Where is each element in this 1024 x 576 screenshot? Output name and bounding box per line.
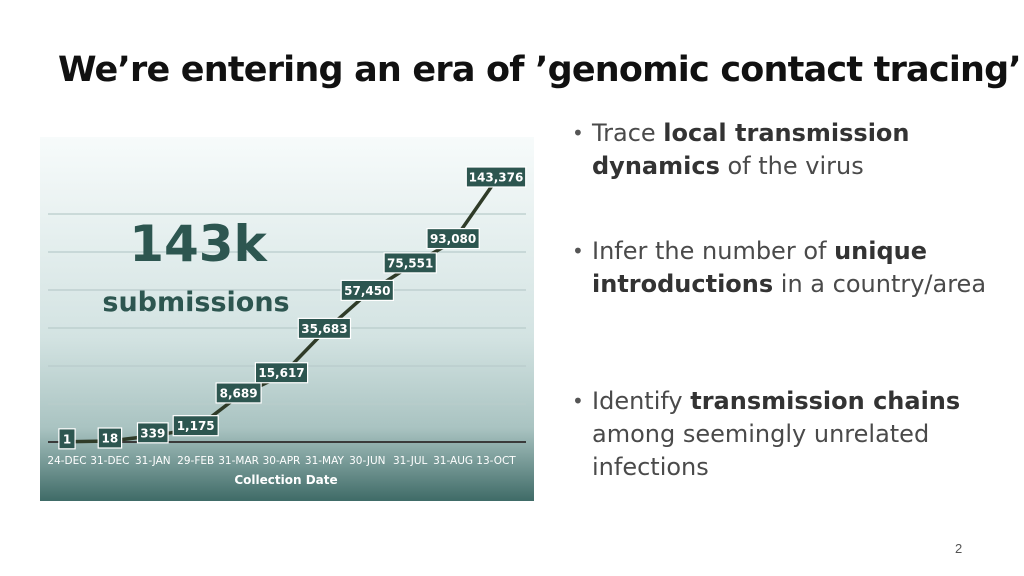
data-label-text: 1,175 [177,419,215,433]
bullet-dot-icon: • [572,121,584,145]
bullet-dot-icon: • [572,389,584,413]
data-label-text: 93,080 [430,232,476,246]
data-label: 35,683 [297,317,352,339]
data-label: 8,689 [215,382,262,404]
x-tick-labels: 24-DEC 31-DEC 31-JAN 29-FEB 31-MAR 30-APR 31-M… [47,455,516,467]
x-tick-label: 30-JUN [349,455,385,467]
x-tick-label: 31-JAN [135,455,171,467]
data-label: 15,617 [254,362,309,384]
x-tick-label: 31-MAY [305,455,345,467]
data-label-text: 339 [140,426,165,440]
x-tick-label: 31-JUL [393,455,428,467]
data-label-text: 18 [102,432,119,446]
x-tick-label: 13-OCT [476,455,516,467]
data-label: 1 [58,428,76,450]
chart-subheadline: submissions [102,287,289,318]
x-tick-label: 29-FEB [177,455,214,467]
data-label-text: 35,683 [301,322,347,336]
data-label-text: 75,551 [387,256,433,270]
bullet-item: • Identify transmission chains among see… [572,387,961,481]
bullet-item: • Trace local transmission dynamics of t… [572,119,910,180]
data-label-text: 57,450 [344,284,390,298]
x-tick-label: 24-DEC [47,455,86,467]
data-label-text: 8,689 [220,386,258,400]
x-tick-label: 31-DEC [90,455,129,467]
data-label: 93,080 [426,227,480,250]
data-label: 18 [97,427,123,449]
page-number: 2 [955,541,963,556]
x-tick-label: 31-MAR [218,455,259,467]
chart-headline: 143k [129,215,268,273]
data-label-text: 143,376 [469,171,524,185]
slide-title: We’re entering an era of ’genomic contac… [58,50,1022,90]
x-tick-label: 31-AUG [433,455,473,467]
bullet-dot-icon: • [572,239,584,263]
data-label: 339 [136,422,169,444]
data-label-text: 15,617 [258,366,304,380]
data-label: 57,450 [340,279,395,301]
data-label-text: 1 [63,432,71,446]
data-label: 1,175 [172,415,219,437]
data-label: 143,376 [465,166,527,188]
data-label: 75,551 [383,252,437,274]
bullet-item: • Infer the number of unique introductio… [572,237,987,298]
x-tick-label: 30-APR [263,455,301,467]
x-axis-title: Collection Date [234,473,337,487]
chart-panel: 143k submissions 1 18 339 1,175 8,689 15,617 3… [40,137,534,501]
